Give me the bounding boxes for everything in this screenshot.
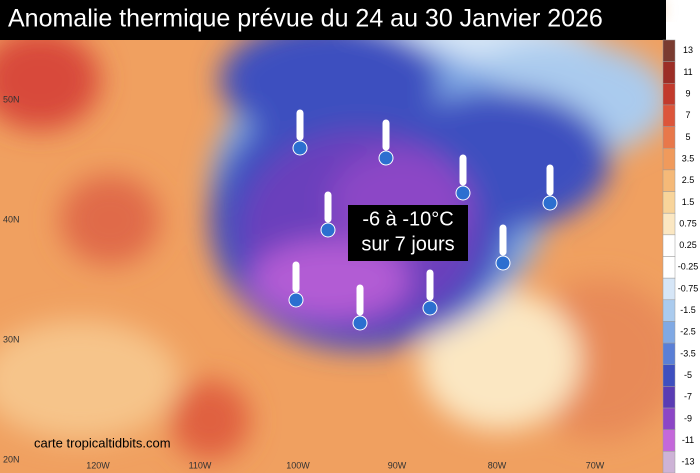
colorbar-label: 9	[685, 89, 690, 99]
colorbar-label: -13	[681, 457, 694, 467]
colorbar-swatch	[662, 191, 676, 214]
colorbar-label: 3.5	[682, 153, 695, 163]
colorbar-label: -1.5	[680, 305, 696, 315]
credit: carte tropicaltidbits.com	[34, 435, 171, 450]
longitude-label: 100W	[286, 460, 310, 470]
colorbar-label: -7	[684, 392, 692, 402]
colorbar-swatch	[662, 407, 676, 430]
colorbar-label: -2.5	[680, 327, 696, 337]
colorbar-label: -5	[684, 370, 692, 380]
colorbar-label: -3.5	[680, 348, 696, 358]
annotation-box	[348, 205, 468, 261]
colorbar-swatch	[662, 61, 676, 84]
annotation: -6 à -10°C	[362, 208, 453, 230]
colorbar-label: -9	[684, 413, 692, 423]
colorbar-label: 0.75	[679, 218, 697, 228]
colorbar-label: 5	[685, 132, 690, 142]
colorbar-swatch	[662, 386, 676, 409]
colorbar-swatch	[662, 212, 676, 236]
colorbar-swatch	[662, 429, 676, 452]
longitude-label: 120W	[86, 460, 110, 470]
longitude-label: 80W	[488, 460, 507, 470]
colorbar-label: 2.5	[682, 175, 695, 185]
colorbar-swatch	[662, 39, 676, 62]
longitude-label: 70W	[586, 460, 605, 470]
colorbar-label: 11	[683, 67, 692, 77]
anomaly-field	[0, 0, 680, 473]
colorbar-swatch	[662, 104, 676, 127]
colorbar-swatch	[662, 342, 676, 366]
colorbar-swatch	[662, 256, 676, 279]
latitude-label: 20N	[3, 454, 20, 464]
colorbar-swatch	[662, 148, 676, 171]
colorbar-label: 0.25	[679, 240, 697, 250]
colorbar-swatch	[662, 234, 676, 257]
longitude-label: 110W	[189, 460, 212, 470]
colorbar-label: 1.5	[682, 197, 695, 207]
longitude-label: 90W	[388, 460, 407, 470]
annotation: sur 7 jours	[361, 233, 454, 255]
colorbar-label: 13	[683, 45, 693, 55]
latitude-label: 30N	[3, 334, 20, 344]
colorbar-label: 7	[685, 110, 690, 120]
colorbar-swatch	[662, 126, 676, 149]
colorbar-label: -11	[682, 435, 694, 445]
colorbar-swatch	[662, 83, 676, 106]
title-box	[0, 0, 666, 40]
latitude-label: 40N	[3, 214, 20, 224]
colorbar-swatch	[662, 321, 676, 344]
colorbar-swatch	[662, 277, 676, 301]
colorbar-label: -0.25	[678, 262, 699, 272]
thermometer-icons	[288, 109, 558, 331]
colorbar-swatch	[662, 169, 676, 192]
latitude-label: 50N	[3, 94, 20, 104]
colorbar-label: -0.75	[678, 283, 699, 293]
colorbar-swatch	[662, 299, 676, 322]
colorbar-swatch	[662, 451, 676, 473]
map-title: Anomalie thermique prévue du 24 au 30 Ja…	[8, 5, 603, 33]
colorbar-swatch	[662, 364, 676, 387]
